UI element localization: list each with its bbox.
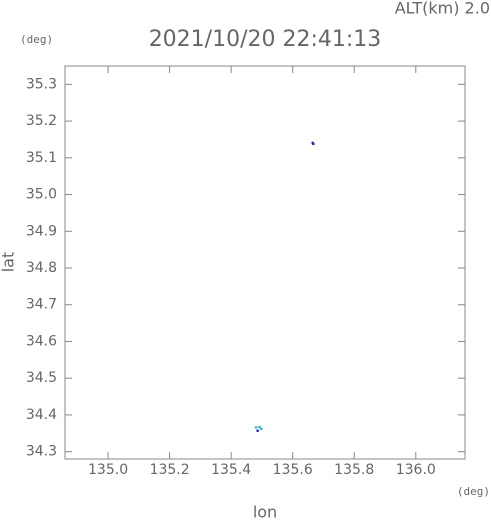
y-tick-label: 35.3	[26, 76, 57, 92]
y-tick-label: 34.7	[26, 297, 57, 313]
y-tick-label: 34.6	[26, 333, 57, 349]
y-tick-label: 34.3	[26, 444, 57, 460]
point	[260, 427, 263, 431]
subtitle: ALT(km) 2.0	[395, 0, 490, 18]
point	[312, 142, 315, 146]
x-tick-label: 135.8	[334, 462, 374, 478]
x-tick-label: 135.2	[150, 462, 190, 478]
y-tick-label: 34.4	[26, 407, 57, 423]
y-tick-label: 34.8	[26, 260, 57, 276]
point	[258, 425, 261, 429]
chart-title: 2021/10/20 22:41:13	[149, 27, 382, 52]
x-axis-label: lon	[253, 503, 277, 521]
x-tick-label: 135.6	[273, 462, 313, 478]
y-tick-label: 35.0	[26, 187, 57, 203]
y-tick-label: 35.2	[26, 113, 57, 129]
y-tick-label: 34.9	[26, 223, 57, 239]
x-tick-label: 135.4	[211, 462, 251, 478]
y-tick-label: 34.5	[26, 370, 57, 386]
y-axis-label: lat	[0, 252, 18, 273]
x-tick-label: 136.0	[396, 462, 436, 478]
x-unit: (deg)	[457, 485, 490, 498]
point	[254, 426, 258, 429]
y-unit: (deg)	[20, 33, 53, 46]
x-tick-label: 135.0	[88, 462, 128, 478]
point	[256, 429, 259, 433]
y-tick-label: 35.1	[26, 150, 57, 166]
plot-frame	[64, 65, 466, 460]
